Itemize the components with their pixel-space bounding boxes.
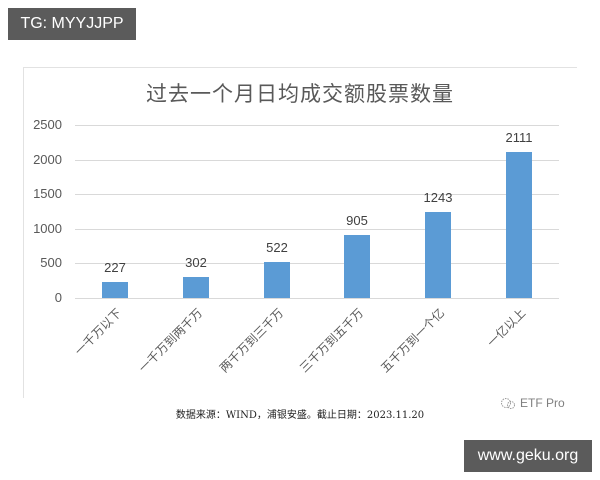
gridline [75, 229, 559, 230]
bar [102, 282, 128, 298]
y-tick-label: 1500 [33, 186, 62, 201]
bar-value-label: 522 [266, 240, 288, 255]
y-tick-label: 1000 [33, 221, 62, 236]
y-tick-label: 2000 [33, 152, 62, 167]
bar-value-label: 905 [346, 213, 368, 228]
gridline [75, 125, 559, 126]
watermark-text: ETF Pro [520, 396, 565, 410]
gridline [75, 263, 559, 264]
bar-value-label: 2111 [505, 130, 533, 145]
bar-value-label: 227 [104, 260, 126, 275]
bar-value-label: 1243 [423, 190, 453, 205]
gridline [75, 160, 559, 161]
y-tick-label: 500 [40, 255, 62, 270]
wechat-logo-icon [501, 397, 515, 409]
chart-frame [23, 67, 577, 398]
bar-value-label: 302 [185, 255, 207, 270]
source-note: 数据来源：WIND，浦银安盛。截止日期：2023.11.20 [175, 410, 425, 421]
gridline [75, 194, 559, 195]
bar [425, 212, 451, 298]
y-tick-label: 0 [54, 290, 62, 305]
bar [344, 235, 370, 298]
site-badge: www.geku.org [464, 440, 592, 472]
bar [264, 262, 290, 298]
watermark: ETF Pro [500, 396, 565, 410]
tg-badge: TG: MYYJJPP [8, 8, 136, 40]
y-tick-label: 2500 [33, 117, 62, 132]
chart-title: 过去一个月日均成交额股票数量 [146, 82, 454, 106]
gridline [75, 298, 559, 299]
bar [506, 152, 532, 298]
bar [183, 277, 209, 298]
